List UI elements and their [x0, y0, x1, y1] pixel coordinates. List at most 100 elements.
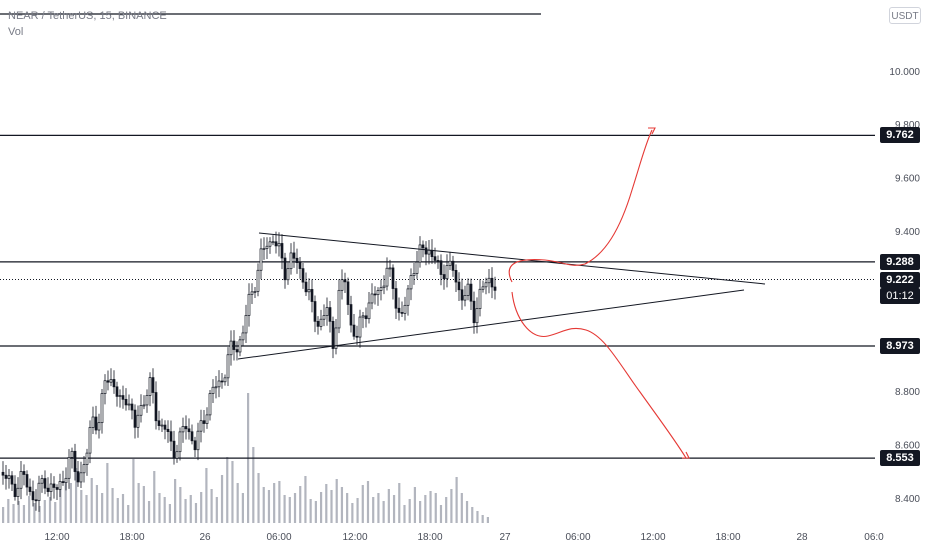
level-price-badge: 9.762 [880, 127, 920, 144]
volume-bar [127, 505, 130, 523]
candles [1, 231, 497, 512]
candle-body [121, 395, 125, 400]
candle-body [484, 282, 488, 288]
candle-body [214, 386, 218, 389]
x-tick-label: 12:00 [342, 532, 367, 543]
currency-button[interactable]: USDT [889, 7, 921, 24]
volume-bar [403, 505, 406, 523]
candle-body [280, 243, 284, 259]
volume-bar [340, 487, 344, 523]
candle [421, 240, 425, 258]
candle [463, 285, 467, 307]
candle-body [451, 260, 455, 271]
y-tick-label: 9.400 [895, 227, 920, 238]
candle [256, 263, 260, 297]
candle-body [346, 281, 350, 305]
candle [268, 237, 272, 254]
candle-body [370, 293, 374, 304]
y-tick-label: 9.600 [895, 174, 920, 185]
candle [487, 269, 491, 294]
candle-body [319, 318, 323, 327]
candle-body [148, 377, 152, 396]
candle [112, 370, 116, 394]
candle [67, 449, 71, 489]
candle [46, 477, 50, 497]
volume-bar [147, 501, 151, 523]
volume-bar [74, 468, 78, 523]
volume-bar [163, 497, 166, 523]
volume-bar [168, 504, 172, 523]
candle [376, 287, 380, 306]
candle [484, 277, 488, 295]
candle-body [85, 452, 89, 465]
candle-body [28, 486, 32, 492]
candle-body [175, 451, 179, 459]
volume-bar [413, 487, 417, 523]
candle-body [13, 483, 17, 497]
candle [61, 470, 65, 486]
candle [328, 301, 332, 333]
candle-body [67, 457, 71, 479]
volume-bar [293, 493, 297, 523]
candle-body [193, 440, 197, 451]
candle [28, 478, 32, 496]
candle [364, 307, 368, 328]
candle [493, 276, 497, 300]
candle [145, 389, 149, 413]
volume-bar [330, 490, 333, 523]
candle-body [286, 268, 290, 281]
candle [280, 234, 284, 270]
volume-bar [137, 483, 140, 523]
candle [73, 443, 77, 481]
candle-body [106, 380, 110, 383]
candle [439, 254, 443, 286]
candle-body [463, 295, 467, 301]
candle [205, 407, 209, 429]
candle-body [220, 380, 224, 383]
candle-body [331, 320, 335, 349]
candle [283, 252, 287, 289]
candle-body [316, 320, 320, 327]
candle-body [400, 312, 404, 314]
level-price-badge: 8.553 [880, 450, 920, 467]
candle-body [433, 256, 437, 261]
bearish-arrowhead [682, 451, 690, 459]
candle [163, 420, 167, 440]
candle [277, 232, 281, 257]
candle [403, 296, 407, 321]
candle [292, 241, 296, 268]
candle [295, 248, 299, 274]
candle [454, 264, 458, 293]
candle-body [58, 481, 62, 490]
candle [208, 390, 212, 421]
candle-body [136, 414, 140, 428]
candle-body [415, 261, 419, 274]
level-price-badge: 9.288 [880, 253, 920, 270]
candle-body [430, 249, 434, 258]
candle [298, 257, 302, 279]
volume-bar [309, 499, 312, 523]
candle-body [262, 248, 266, 250]
volume-bar [257, 473, 260, 523]
candle-body [184, 426, 188, 430]
candle-body [334, 327, 338, 349]
volume-bar [17, 501, 20, 523]
candle [460, 278, 464, 310]
candle-body [265, 245, 269, 249]
drawings [237, 127, 766, 459]
candle-body [97, 422, 101, 431]
candle [7, 469, 11, 489]
candle-body [100, 393, 104, 424]
candle-body [337, 289, 341, 329]
volume-bar [481, 515, 484, 523]
candle [43, 470, 47, 495]
volume-bar [179, 487, 182, 523]
candle-body [208, 393, 212, 416]
candle-body [82, 464, 86, 474]
candle [154, 381, 158, 430]
volume-bar [158, 493, 161, 523]
volume-bar [80, 490, 83, 523]
candle-body [10, 475, 14, 485]
candle [394, 280, 398, 319]
